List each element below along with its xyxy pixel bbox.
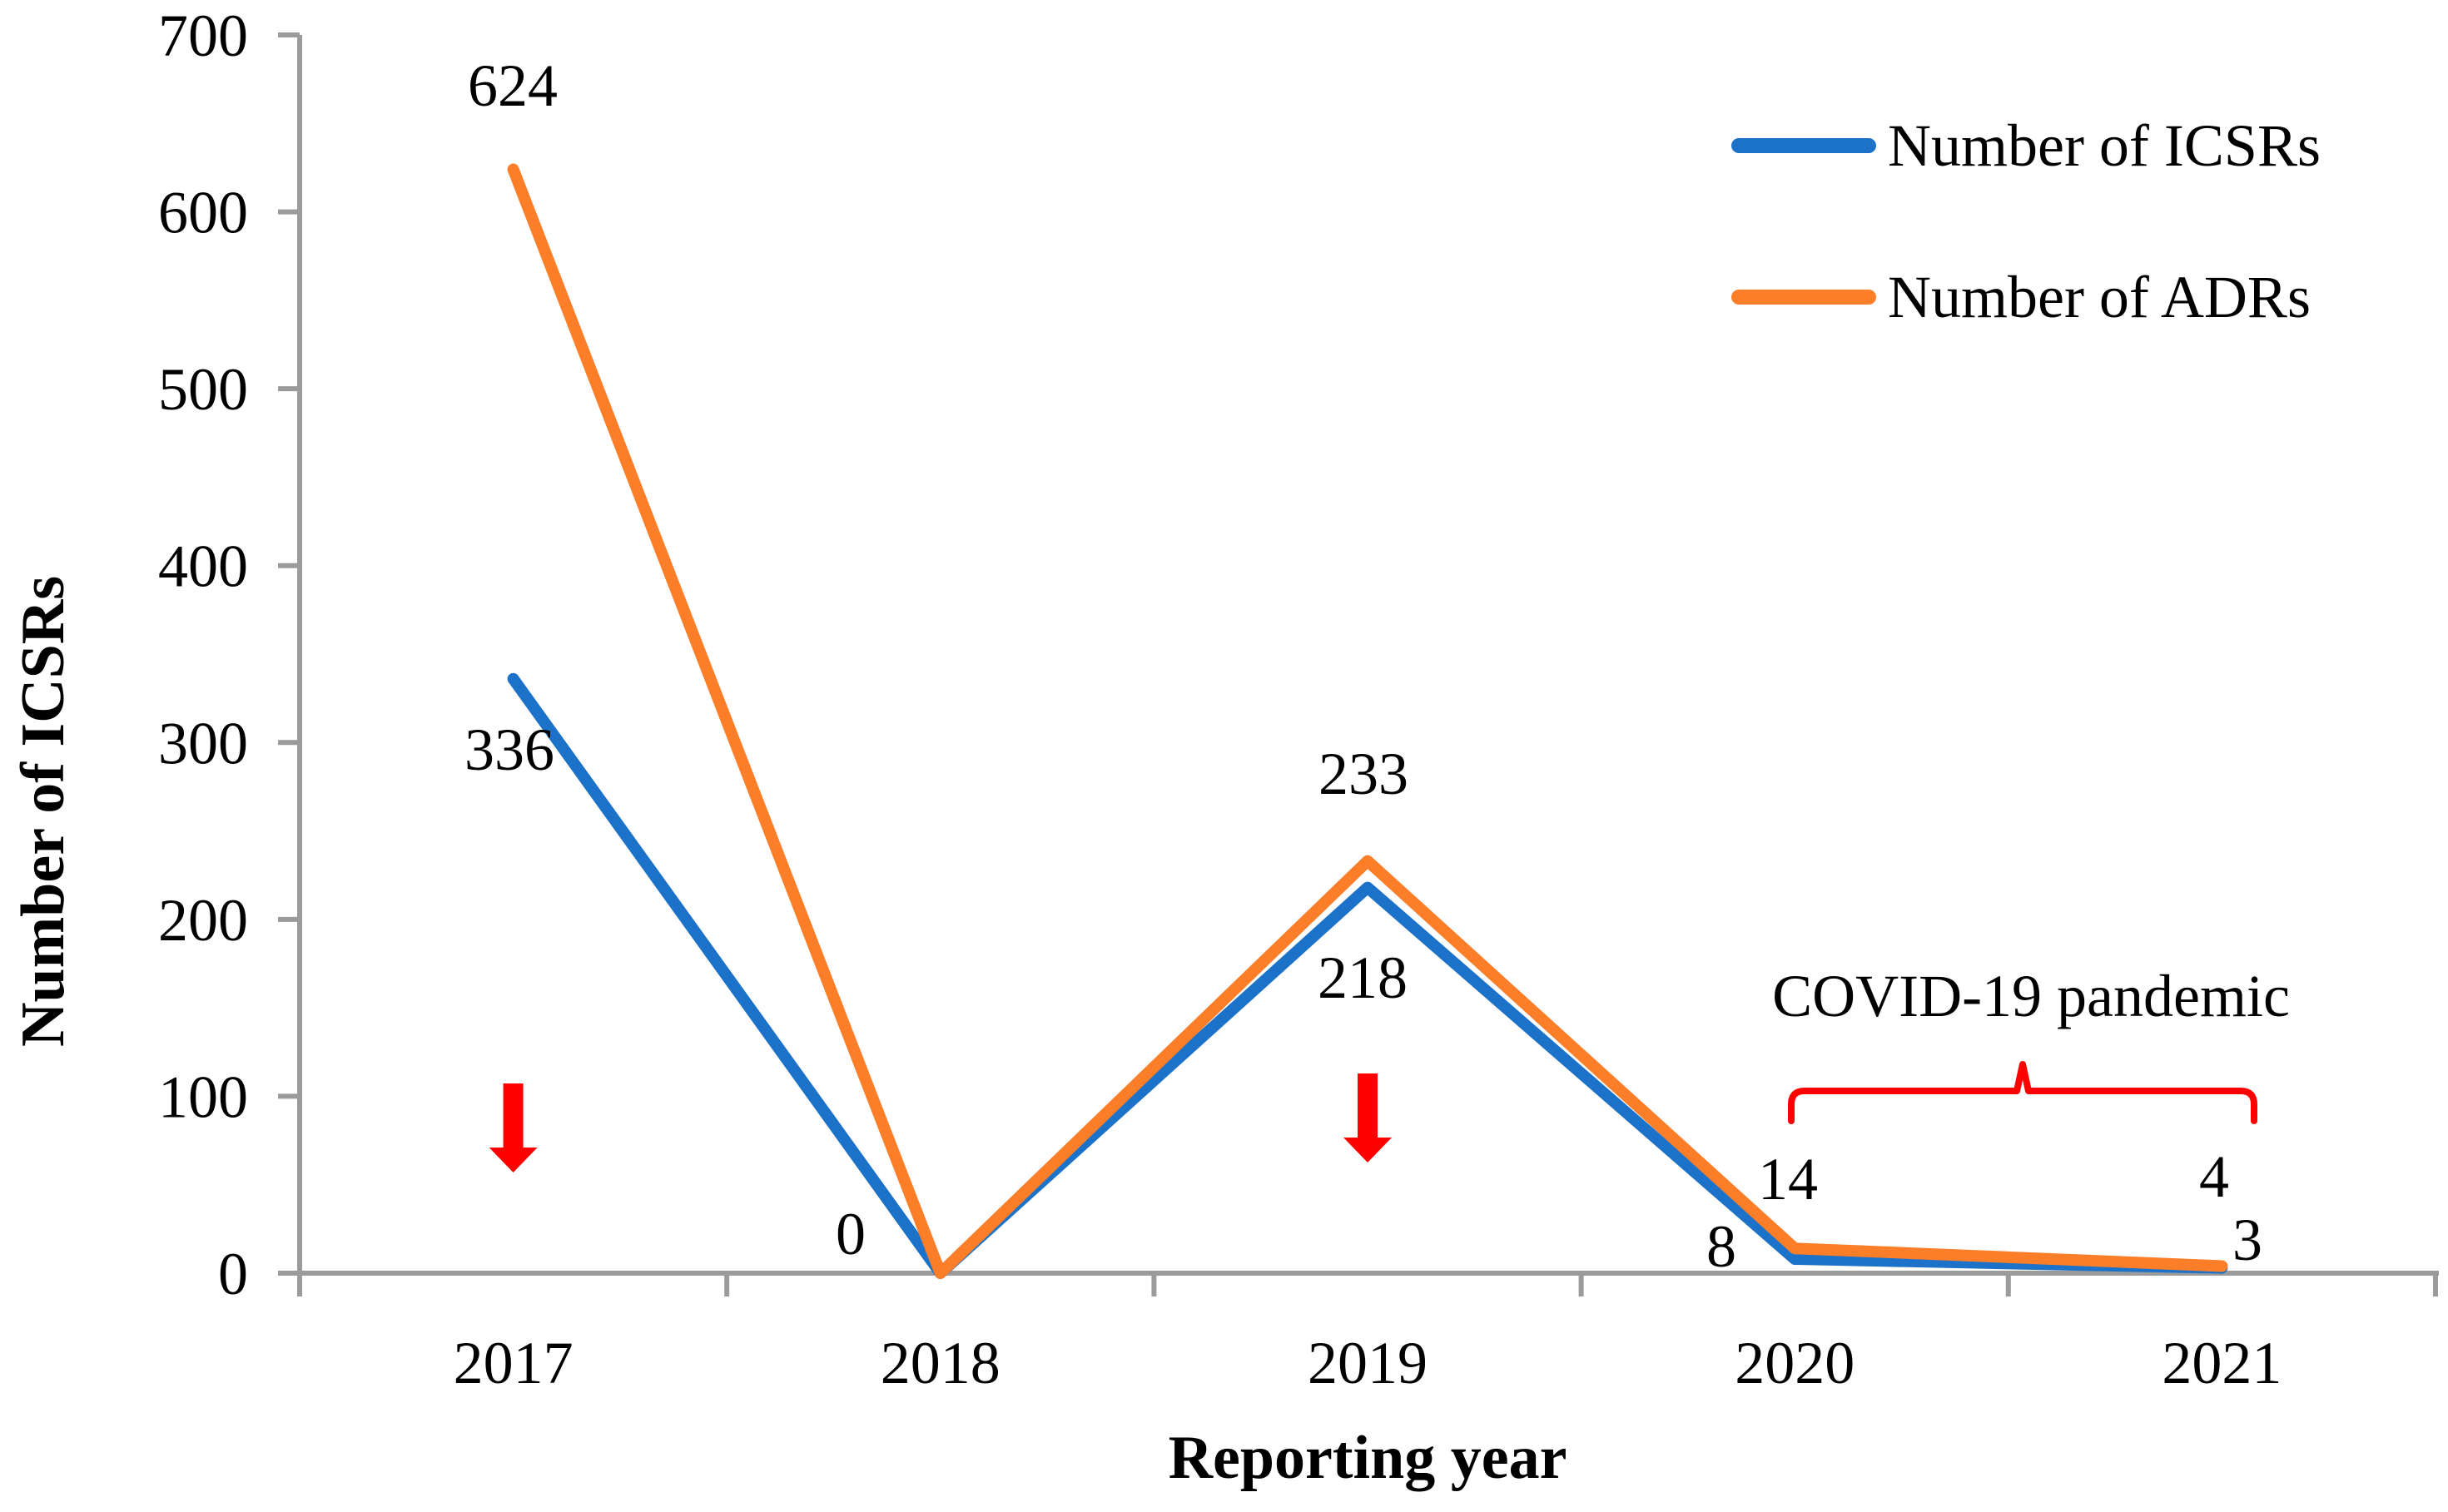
x-tick-label: 2018 bbox=[881, 1330, 1001, 1396]
down-arrow-icon bbox=[1343, 1073, 1392, 1163]
down-arrow-icon bbox=[489, 1083, 538, 1172]
y-tick-label: 400 bbox=[158, 533, 248, 600]
y-tick-label: 500 bbox=[158, 356, 248, 423]
covid-annotation-label: COVID-19 pandemic bbox=[1772, 963, 2290, 1029]
y-tick-label: 0 bbox=[218, 1241, 248, 1307]
y-tick-label: 200 bbox=[158, 887, 248, 954]
icsrs-line-swatch-icon bbox=[1731, 138, 1876, 153]
legend-label-icsrs: Number of ICSRs bbox=[1888, 112, 2321, 179]
data-label: 233 bbox=[1318, 741, 1408, 807]
legend-item-icsrs: Number of ICSRs bbox=[1731, 112, 2321, 179]
data-label: 0 bbox=[836, 1201, 866, 1267]
data-label: 14 bbox=[1758, 1146, 1818, 1212]
data-label: 4 bbox=[2199, 1143, 2229, 1210]
series-line-icsrs bbox=[507, 672, 2228, 1279]
y-tick-label: 100 bbox=[158, 1063, 248, 1130]
data-label: 624 bbox=[468, 52, 558, 119]
y-tick-label: 600 bbox=[158, 180, 248, 246]
series-line-adrs bbox=[507, 163, 2228, 1279]
legend-item-adrs: Number of ADRs bbox=[1731, 264, 2311, 330]
y-tick-label: 700 bbox=[158, 2, 248, 69]
legend-label-adrs: Number of ADRs bbox=[1888, 264, 2311, 330]
data-label: 8 bbox=[1706, 1213, 1736, 1280]
x-tick-label: 2020 bbox=[1735, 1330, 1855, 1396]
data-label: 336 bbox=[464, 716, 554, 783]
covid-brace-icon bbox=[1788, 1061, 2257, 1124]
y-tick-label: 300 bbox=[158, 710, 248, 776]
data-label: 3 bbox=[2232, 1207, 2262, 1273]
y-axis-title: Number of ICSRs bbox=[9, 575, 77, 1048]
adrs-line-swatch-icon bbox=[1731, 290, 1876, 305]
data-label: 218 bbox=[1318, 944, 1408, 1011]
x-tick-label: 2019 bbox=[1308, 1330, 1428, 1396]
x-axis-title: Reporting year bbox=[1168, 1424, 1567, 1492]
x-tick-label: 2021 bbox=[2162, 1330, 2282, 1396]
x-tick-label: 2017 bbox=[454, 1330, 574, 1396]
